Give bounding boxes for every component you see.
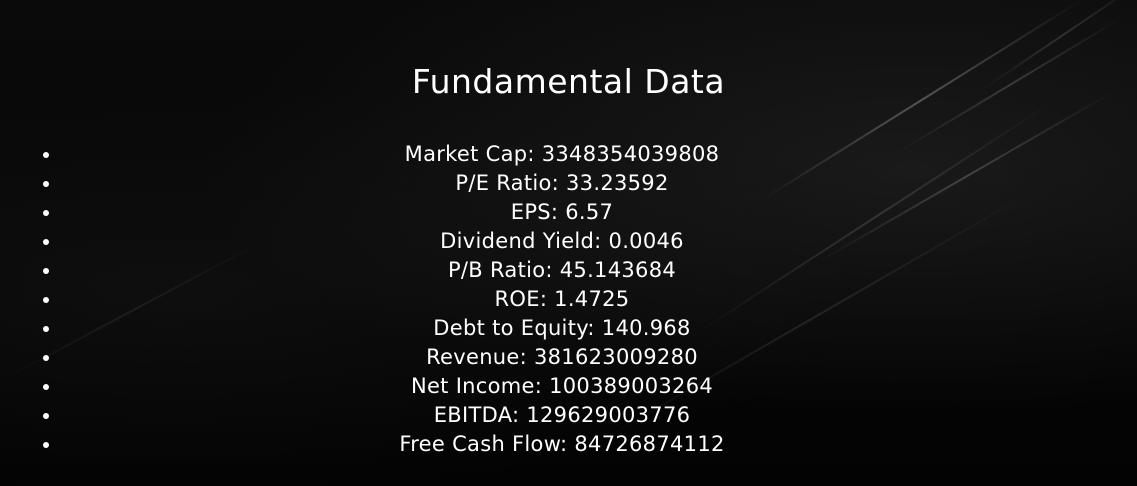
- list-item-ebitda: EBITDA: 129629003776: [62, 401, 1062, 430]
- list-item-market-cap: Market Cap: 3348354039808: [62, 140, 1062, 169]
- section-title: Fundamental Data: [411, 62, 726, 101]
- list-item-roe: ROE: 1.4725: [62, 285, 1062, 314]
- list-item-net-income: Net Income: 100389003264: [62, 372, 1062, 401]
- list-item-pe-ratio: P/E Ratio: 33.23592: [62, 169, 1062, 198]
- list-item-dividend-yield: Dividend Yield: 0.0046: [62, 227, 1062, 256]
- list-item-debt-to-equity: Debt to Equity: 140.968: [62, 314, 1062, 343]
- list-item-revenue: Revenue: 381623009280: [62, 343, 1062, 372]
- list-item-free-cash-flow: Free Cash Flow: 84726874112: [62, 430, 1062, 459]
- fundamental-data-section: Fundamental Data Market Cap: 33483540398…: [0, 0, 1137, 459]
- list-item-eps: EPS: 6.57: [62, 198, 1062, 227]
- fundamental-data-list: Market Cap: 3348354039808 P/E Ratio: 33.…: [0, 140, 1062, 459]
- list-item-pb-ratio: P/B Ratio: 45.143684: [62, 256, 1062, 285]
